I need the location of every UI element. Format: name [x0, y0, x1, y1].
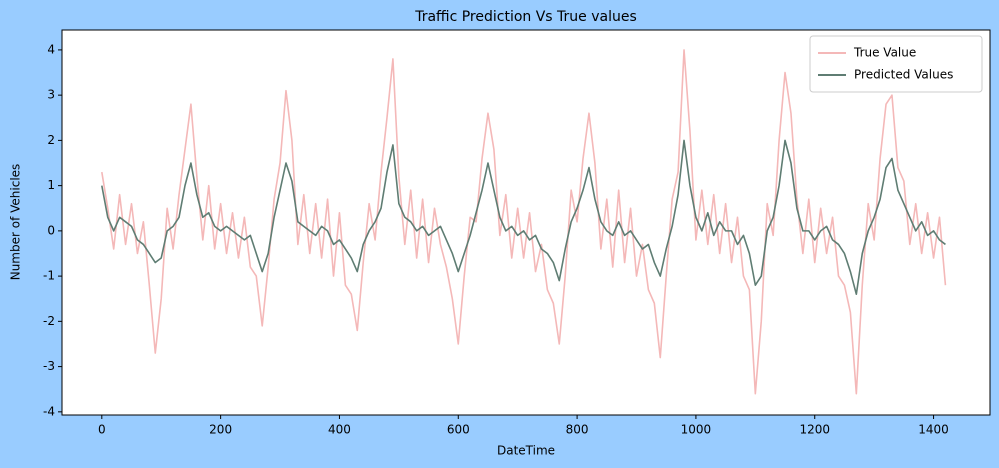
y-tick-label: -4 [43, 404, 55, 418]
y-tick-label: 1 [47, 178, 55, 192]
series-line [101, 49, 947, 395]
x-axis-label: DateTime [497, 444, 555, 458]
x-tick-label: 200 [209, 423, 232, 437]
plot-frame [61, 29, 991, 416]
x-tick-label: 1400 [918, 423, 949, 437]
y-tick-label: 3 [47, 88, 55, 102]
x-tick-label: 1000 [681, 423, 712, 437]
legend: True Value Predicted Values [809, 35, 983, 93]
legend-label: Predicted Values [854, 68, 953, 82]
x-tick-label: 0 [98, 423, 106, 437]
x-tick-label: 1200 [799, 423, 830, 437]
legend-label: True Value [853, 46, 916, 60]
x-tick-label: 400 [328, 423, 351, 437]
y-tick-label: 2 [47, 133, 55, 147]
y-tick-label: 4 [47, 42, 55, 56]
y-tick-label: -2 [43, 314, 55, 328]
x-tick-label: 600 [447, 423, 470, 437]
x-tick-label: 800 [566, 423, 589, 437]
y-tick-label: -3 [43, 359, 55, 373]
y-tick-label: -1 [43, 269, 55, 283]
plot-area [62, 30, 990, 415]
y-axis-label: Number of Vehicles [9, 164, 23, 281]
legend-box [809, 35, 983, 93]
chart-title: Traffic Prediction Vs True values [414, 9, 637, 25]
series-layer [101, 49, 947, 395]
y-tick-label: 0 [47, 223, 55, 237]
series-line [101, 139, 946, 296]
